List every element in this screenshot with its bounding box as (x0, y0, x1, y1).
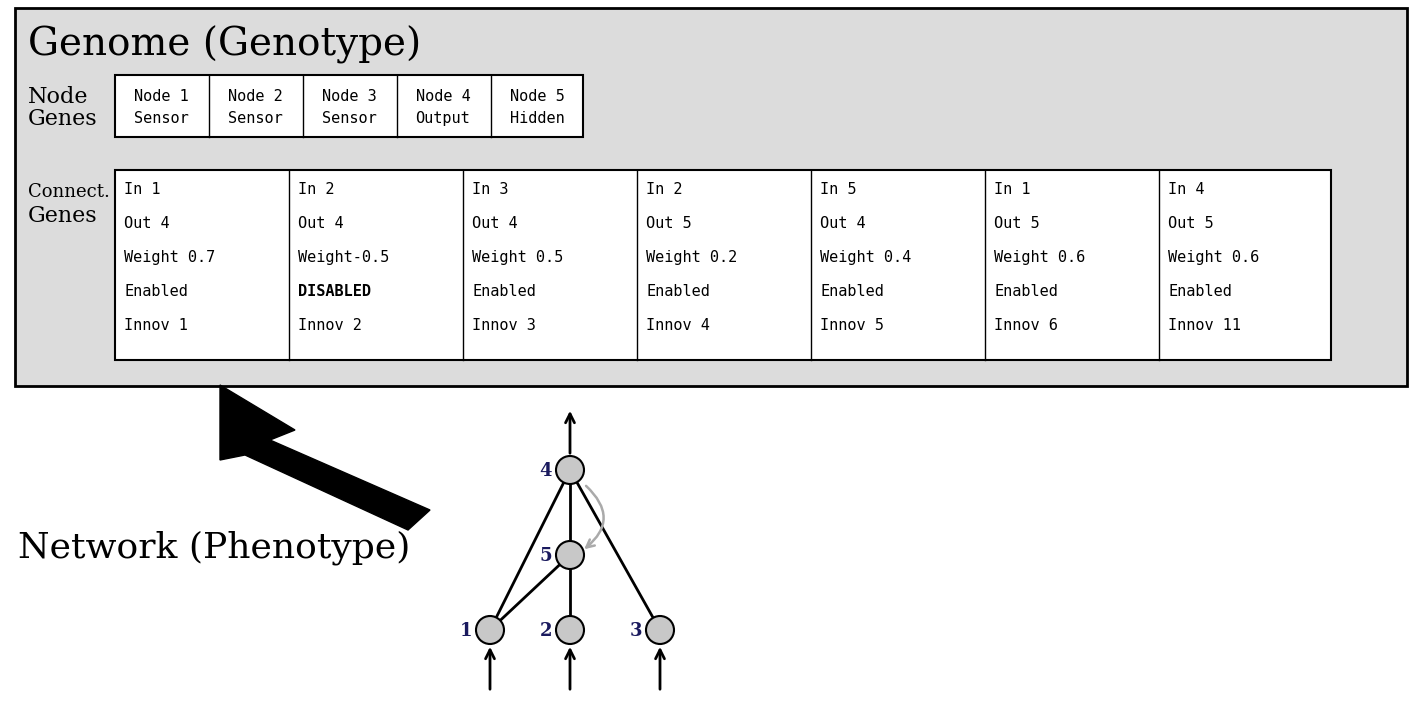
Circle shape (646, 616, 674, 644)
Text: Innov 3: Innov 3 (472, 318, 536, 333)
Text: Node 4: Node 4 (415, 89, 471, 104)
Circle shape (476, 616, 503, 644)
Text: Sensor: Sensor (228, 111, 283, 126)
Text: Innov 11: Innov 11 (1167, 318, 1241, 333)
Text: Weight 0.6: Weight 0.6 (994, 250, 1085, 265)
Text: Node: Node (28, 86, 88, 108)
Text: Weight-0.5: Weight-0.5 (299, 250, 390, 265)
Text: Enabled: Enabled (820, 284, 884, 299)
Text: 5: 5 (539, 547, 552, 565)
Text: In 2: In 2 (646, 182, 683, 197)
Text: Output: Output (415, 111, 471, 126)
Text: 3: 3 (630, 622, 641, 640)
Text: Out 4: Out 4 (820, 216, 866, 231)
Text: In 2: In 2 (299, 182, 334, 197)
Text: Node 2: Node 2 (228, 89, 283, 104)
Text: Weight 0.4: Weight 0.4 (820, 250, 912, 265)
Circle shape (556, 616, 584, 644)
Text: 2: 2 (539, 622, 552, 640)
Text: Node 1: Node 1 (134, 89, 188, 104)
Text: Innov 1: Innov 1 (124, 318, 188, 333)
Text: Out 4: Out 4 (299, 216, 344, 231)
Text: Sensor: Sensor (134, 111, 188, 126)
Text: Enabled: Enabled (1167, 284, 1231, 299)
Text: 1: 1 (459, 622, 472, 640)
Text: Node 3: Node 3 (321, 89, 377, 104)
FancyBboxPatch shape (115, 170, 1331, 360)
Text: Enabled: Enabled (124, 284, 188, 299)
Text: In 1: In 1 (124, 182, 161, 197)
Circle shape (556, 456, 584, 484)
Circle shape (556, 541, 584, 569)
Text: Weight 0.5: Weight 0.5 (472, 250, 563, 265)
Text: In 5: In 5 (820, 182, 856, 197)
Text: Enabled: Enabled (472, 284, 536, 299)
Text: Innov 5: Innov 5 (820, 318, 884, 333)
Text: Out 5: Out 5 (1167, 216, 1213, 231)
Text: Network (Phenotype): Network (Phenotype) (18, 530, 411, 565)
Text: Connect.: Connect. (28, 183, 109, 201)
Text: Out 5: Out 5 (994, 216, 1039, 231)
Text: Out 4: Out 4 (472, 216, 518, 231)
Text: Innov 6: Innov 6 (994, 318, 1058, 333)
Text: Innov 2: Innov 2 (299, 318, 361, 333)
Text: Out 5: Out 5 (646, 216, 691, 231)
Text: Sensor: Sensor (321, 111, 377, 126)
Text: In 1: In 1 (994, 182, 1031, 197)
Text: DISABLED: DISABLED (299, 284, 371, 299)
Text: Weight 0.7: Weight 0.7 (124, 250, 215, 265)
FancyBboxPatch shape (16, 8, 1406, 386)
Text: Out 4: Out 4 (124, 216, 169, 231)
Text: Enabled: Enabled (994, 284, 1058, 299)
Text: Weight 0.2: Weight 0.2 (646, 250, 737, 265)
Text: Node 5: Node 5 (509, 89, 565, 104)
Text: 4: 4 (539, 462, 552, 480)
Polygon shape (220, 385, 429, 530)
Text: Innov 4: Innov 4 (646, 318, 710, 333)
Text: Enabled: Enabled (646, 284, 710, 299)
Text: Genome (Genotype): Genome (Genotype) (28, 26, 421, 64)
Text: In 4: In 4 (1167, 182, 1204, 197)
Text: Weight 0.6: Weight 0.6 (1167, 250, 1260, 265)
Text: Genes: Genes (28, 205, 98, 227)
Text: Genes: Genes (28, 108, 98, 130)
FancyBboxPatch shape (115, 75, 583, 137)
Text: Hidden: Hidden (509, 111, 565, 126)
Text: In 3: In 3 (472, 182, 509, 197)
